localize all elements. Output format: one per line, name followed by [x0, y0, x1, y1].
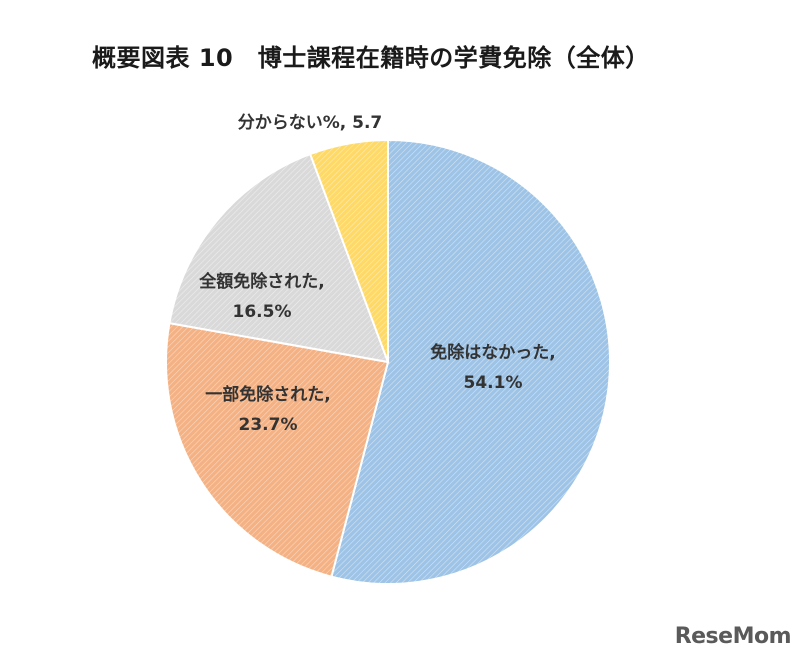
slice-value-2: 16.5% — [233, 302, 292, 322]
pie-slice-2 — [168, 152, 390, 364]
slice-label-2: 全額免除された, — [198, 271, 324, 292]
pie-slice-1 — [165, 321, 390, 578]
chart-title: 概要図表 10 博士課程在籍時の学費免除（全体） — [92, 44, 650, 72]
pie-slice-3 — [308, 138, 389, 363]
slice-value-1: 23.7% — [239, 415, 298, 435]
slice-label-0: 免除はなかった, — [430, 342, 555, 363]
pie-slices — [165, 138, 611, 585]
pie-labels: 免除はなかった, 54.1% 一部免除された, 23.7% 全額免除された, 16.5% 分… — [198, 113, 555, 435]
slice-label-1: 一部免除された, — [205, 384, 330, 405]
slice-label-3: 分からない%, 5.7 — [238, 113, 383, 133]
pie-slice-0 — [330, 138, 611, 585]
watermark-logo: ReseMom — [674, 624, 792, 649]
slice-value-0: 54.1% — [464, 373, 523, 393]
